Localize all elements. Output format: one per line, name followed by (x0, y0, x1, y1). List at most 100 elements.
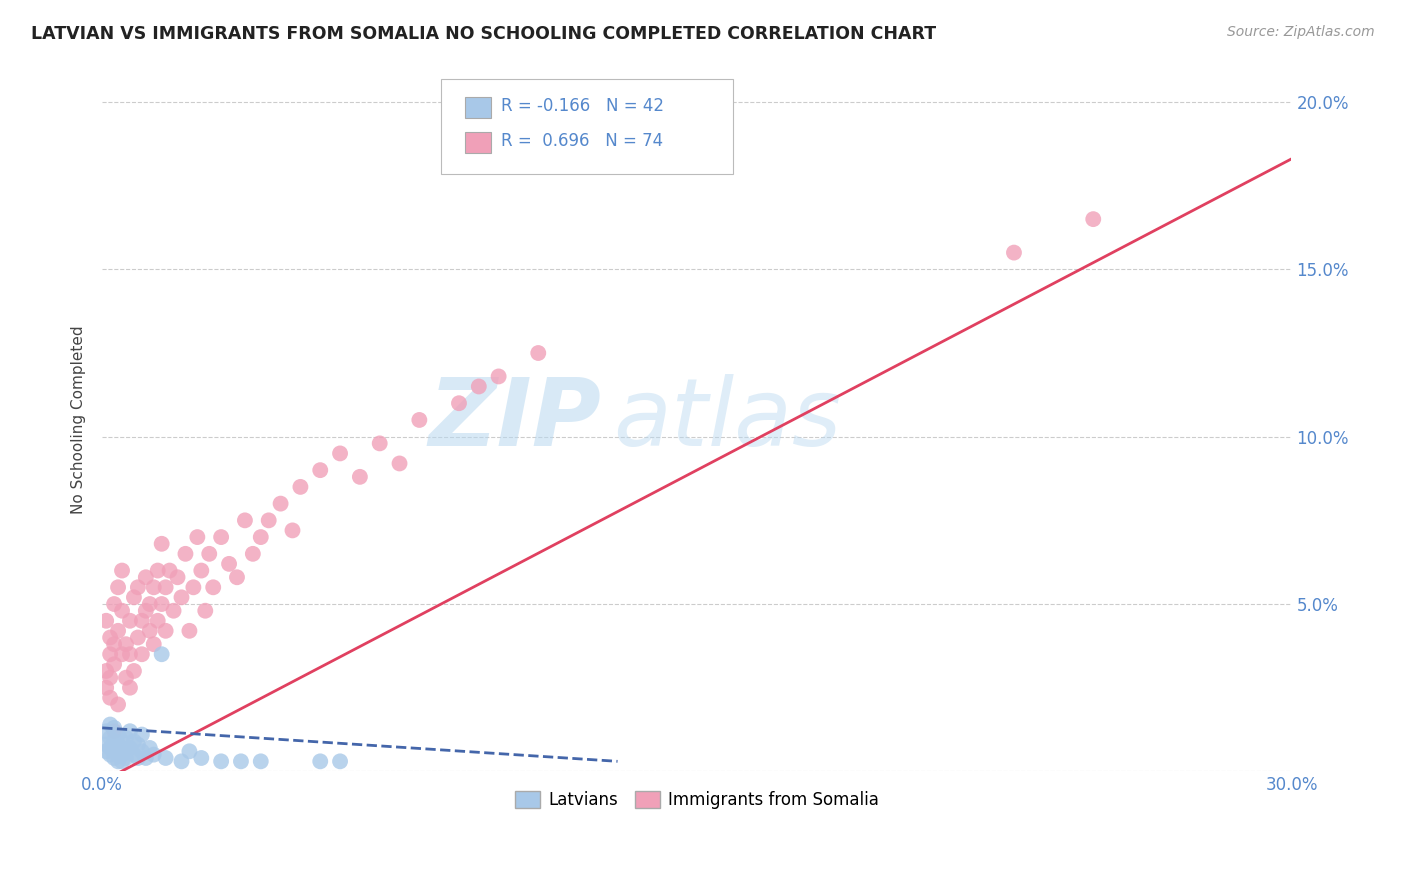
Point (118, 681, 141, 695)
Point (127, 751, 149, 765)
Point (146, 614, 169, 628)
Point (233, 513, 256, 527)
Point (98, 631, 121, 645)
Point (139, 741, 162, 756)
Point (155, 751, 177, 765)
Point (488, 369, 510, 384)
Point (118, 647, 141, 661)
Point (135, 570, 157, 584)
Point (139, 597, 162, 611)
Point (103, 751, 125, 765)
Point (190, 751, 212, 765)
Point (118, 724, 141, 739)
FancyBboxPatch shape (441, 79, 733, 174)
Point (96, 738, 118, 752)
Point (194, 604, 217, 618)
Point (131, 728, 153, 742)
Point (98, 690, 121, 705)
Point (135, 604, 157, 618)
Point (131, 647, 153, 661)
Point (111, 647, 134, 661)
Point (198, 547, 221, 561)
Point (107, 624, 129, 638)
Point (527, 346, 550, 360)
Point (309, 755, 332, 769)
Point (257, 513, 280, 527)
Point (96, 724, 118, 739)
Point (135, 751, 157, 765)
Point (115, 731, 138, 745)
Point (111, 741, 134, 756)
Point (98, 747, 121, 762)
Point (183, 580, 205, 594)
Point (131, 744, 153, 758)
Point (209, 530, 232, 544)
Point (115, 751, 138, 765)
Point (162, 604, 184, 618)
Point (209, 755, 232, 769)
Point (368, 436, 391, 450)
Point (329, 755, 352, 769)
Point (107, 738, 129, 752)
Point (150, 537, 173, 551)
Point (122, 664, 145, 678)
Point (226, 570, 249, 584)
Point (329, 446, 352, 460)
Point (249, 530, 271, 544)
Point (118, 614, 141, 628)
Point (115, 671, 138, 685)
Point (118, 741, 141, 756)
Point (103, 721, 125, 735)
Point (150, 647, 173, 661)
Point (190, 564, 212, 578)
Point (468, 379, 491, 393)
Point (103, 597, 125, 611)
Point (155, 624, 177, 638)
Point (202, 580, 225, 594)
Point (1083, 212, 1105, 227)
Point (103, 657, 125, 672)
Point (309, 463, 332, 477)
Point (98, 731, 121, 745)
Point (111, 564, 134, 578)
Point (107, 728, 129, 742)
FancyBboxPatch shape (465, 96, 491, 118)
Point (1002, 245, 1025, 260)
Point (170, 755, 193, 769)
Point (122, 734, 145, 748)
Point (115, 744, 138, 758)
Point (111, 604, 134, 618)
Point (270, 497, 292, 511)
Text: R = -0.166   N = 42: R = -0.166 N = 42 (501, 96, 664, 115)
Point (170, 591, 193, 605)
Point (96, 744, 118, 758)
Point (174, 547, 197, 561)
Text: Source: ZipAtlas.com: Source: ZipAtlas.com (1227, 25, 1375, 39)
Point (111, 734, 134, 748)
Point (146, 564, 169, 578)
Point (249, 755, 271, 769)
Point (159, 564, 181, 578)
Y-axis label: No Schooling Completed: No Schooling Completed (72, 326, 86, 515)
Text: R =  0.696   N = 74: R = 0.696 N = 74 (501, 132, 662, 150)
Point (242, 547, 264, 561)
Point (388, 457, 411, 471)
Point (103, 744, 125, 758)
Point (281, 524, 304, 538)
Legend: Latvians, Immigrants from Somalia: Latvians, Immigrants from Somalia (508, 784, 886, 816)
Point (107, 698, 129, 712)
Point (290, 480, 312, 494)
Point (349, 470, 371, 484)
Point (103, 734, 125, 748)
Point (142, 580, 165, 594)
Point (142, 637, 165, 651)
Point (96, 614, 118, 628)
Point (98, 717, 121, 731)
Point (107, 755, 129, 769)
Point (98, 647, 121, 661)
Point (98, 741, 121, 756)
Text: ZIP: ZIP (429, 374, 602, 466)
Point (98, 671, 121, 685)
Text: atlas: atlas (613, 375, 842, 466)
Point (96, 664, 118, 678)
